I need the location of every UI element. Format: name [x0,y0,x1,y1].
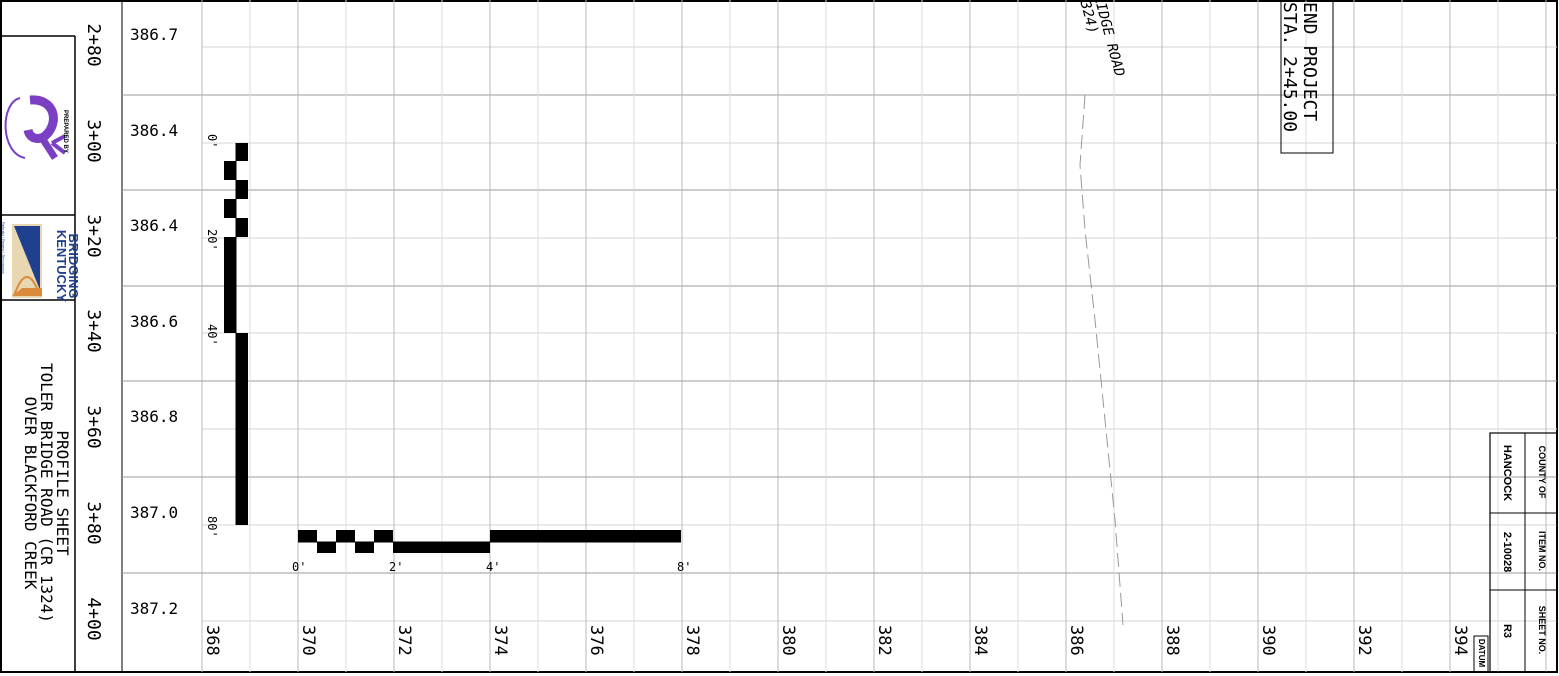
sheet-title-block: PROFILE SHEET TOLER BRIDGE ROAD (CR 1324… [10,343,72,643]
sheet-title-line-1: PROFILE SHEET [53,430,72,556]
end-project-box [1280,0,1334,154]
grid-elevation-label: 376 [586,625,606,656]
existing-ground-line [1079,94,1124,626]
datum-box [1473,635,1489,673]
item-value: 2-10028 [1501,531,1513,573]
end-project-label: END PROJECT [1299,2,1320,122]
grid-elevation-label: 388 [1162,625,1182,656]
grid-elevation-label: 382 [874,625,894,656]
station-label: 3+20 [83,214,104,258]
sheet-title-line-3: OVER BLACKFORD CREEK [21,396,40,590]
item-label: ITEM NO. [1537,531,1547,571]
station-label: 3+60 [83,405,104,449]
vertical-scale-label: 0' [205,134,219,149]
grid-elevation-label: 378 [682,625,702,656]
grid-elevation-label: 386 [1066,625,1086,656]
grid-elevation-label: 380 [778,625,798,656]
vertical-scale-label: 40' [205,324,219,346]
qk-logo [4,95,67,160]
sheet-value: R3 [1501,623,1513,639]
grid-elevation-label: 392 [1354,625,1374,656]
vertical-scale-label: 20' [205,229,219,251]
grid-elevation-label: 370 [298,625,318,656]
vertical-scale-label: 80' [205,516,219,538]
grid-elevation-label: 374 [490,625,510,656]
horizontal-scale-label: 0' [292,560,307,574]
end-project-station: STA. 2+45.00 [1279,2,1300,133]
elevation-label: 386.8 [130,407,179,426]
bridging-kentucky-logo-text: BRIDGING KENTUCKY [54,229,81,303]
station-label: 3+80 [83,501,104,545]
datum-label: DATUM [1477,638,1486,668]
grid-elevation-label: 372 [394,625,414,656]
elevation-label: 386.7 [130,25,179,44]
bridging-kentucky-tagline: Rebuild | Renew | Reconnect [1,222,6,274]
grid-elevation-label: 368 [202,625,222,656]
vertical-bar-scale [224,143,248,525]
title-block-border [1489,432,1558,673]
station-label: 2+80 [83,23,104,67]
station-label: 3+40 [83,309,104,353]
horizontal-scale-label: 4' [486,560,501,574]
horizontal-scale-label: 2' [389,560,404,574]
sheet-title-line-2: TOLER BRIDGE ROAD (CR 1324) [37,362,56,624]
bridging-kentucky-logo-icon [12,224,42,298]
county-value: HANCOCK [1501,444,1513,502]
elevation-label: 387.2 [130,599,179,618]
grid-elevation-label: 390 [1258,625,1278,656]
prepared-by-label: PREPARED BY [62,110,68,153]
elevation-label: 386.4 [130,121,179,140]
elevation-label: 386.4 [130,216,179,235]
horizontal-bar-scale [298,530,681,553]
county-label: COUNTY OF [1537,445,1547,499]
sheet-label: SHEET NO. [1537,605,1547,655]
grid-elevation-label: 394 [1450,625,1470,656]
elevation-label: 386.6 [130,312,179,331]
horizontal-scale-label: 8' [677,560,692,574]
station-label: 3+00 [83,119,104,163]
elevation-label: 387.0 [130,503,179,522]
grid-elevation-label: 384 [970,625,990,656]
station-label: 4+00 [83,597,104,641]
